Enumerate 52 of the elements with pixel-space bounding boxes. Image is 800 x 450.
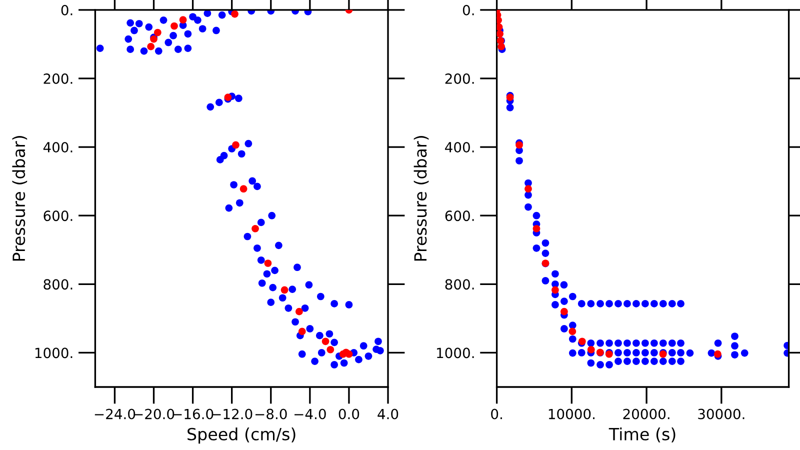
point bbox=[326, 346, 334, 354]
y-tick-label: 600. bbox=[44, 210, 72, 222]
x-tick-label: −12.0 bbox=[212, 408, 252, 420]
x-tick-label: −16.0 bbox=[172, 408, 214, 420]
x-tick-label: 20000. bbox=[623, 408, 670, 420]
point bbox=[264, 260, 272, 267]
y-axis-title: Pressure (dbar) bbox=[12, 136, 28, 261]
point bbox=[560, 308, 568, 316]
point bbox=[296, 308, 303, 316]
point bbox=[322, 338, 330, 346]
point bbox=[552, 286, 559, 294]
y-tick-label: 0. bbox=[462, 4, 474, 16]
point bbox=[524, 185, 532, 193]
x-tick-label: 4.0 bbox=[378, 408, 398, 420]
point bbox=[298, 328, 306, 336]
point bbox=[496, 23, 503, 31]
point bbox=[587, 346, 595, 354]
x-tick-label: 30000. bbox=[698, 408, 744, 420]
y-tick-label: 0. bbox=[61, 4, 72, 16]
y-tick-label: 200. bbox=[445, 73, 474, 84]
point bbox=[345, 350, 353, 358]
point bbox=[498, 42, 505, 50]
point bbox=[240, 185, 248, 193]
y-tick-label: 200. bbox=[44, 73, 72, 84]
point bbox=[231, 10, 238, 18]
y-tick-label: 400. bbox=[43, 142, 72, 152]
y-tick-label: 600. bbox=[445, 210, 474, 222]
y-tick-label: 1000. bbox=[35, 348, 72, 358]
y-tick-label: 800. bbox=[44, 279, 72, 290]
x-tick-label: −20.0 bbox=[134, 408, 174, 420]
point bbox=[179, 16, 187, 24]
x-tick-label: 0. bbox=[491, 408, 502, 420]
y-axis-title: Pressure (dbar) bbox=[414, 136, 429, 261]
x-axis-title: Speed (cm/s) bbox=[188, 428, 296, 444]
point bbox=[532, 224, 540, 232]
point bbox=[252, 224, 259, 232]
x-tick-label: −8.0 bbox=[255, 408, 287, 420]
point bbox=[154, 28, 162, 36]
y-tick-label: 400. bbox=[445, 142, 474, 152]
point bbox=[568, 328, 576, 336]
x-tick-label: 10000. bbox=[548, 408, 594, 420]
x-tick-label: −4.0 bbox=[294, 408, 326, 420]
point bbox=[280, 286, 288, 294]
x-tick-label: −24.0 bbox=[94, 408, 136, 420]
y-tick-label: 800. bbox=[445, 279, 474, 290]
y-tick-label: 1000. bbox=[437, 348, 474, 358]
point bbox=[147, 42, 155, 50]
point bbox=[232, 141, 240, 149]
x-axis-title: Time (s) bbox=[608, 428, 676, 442]
x-tick-label: 0.0 bbox=[338, 408, 360, 420]
point bbox=[170, 22, 178, 30]
point bbox=[496, 30, 504, 38]
